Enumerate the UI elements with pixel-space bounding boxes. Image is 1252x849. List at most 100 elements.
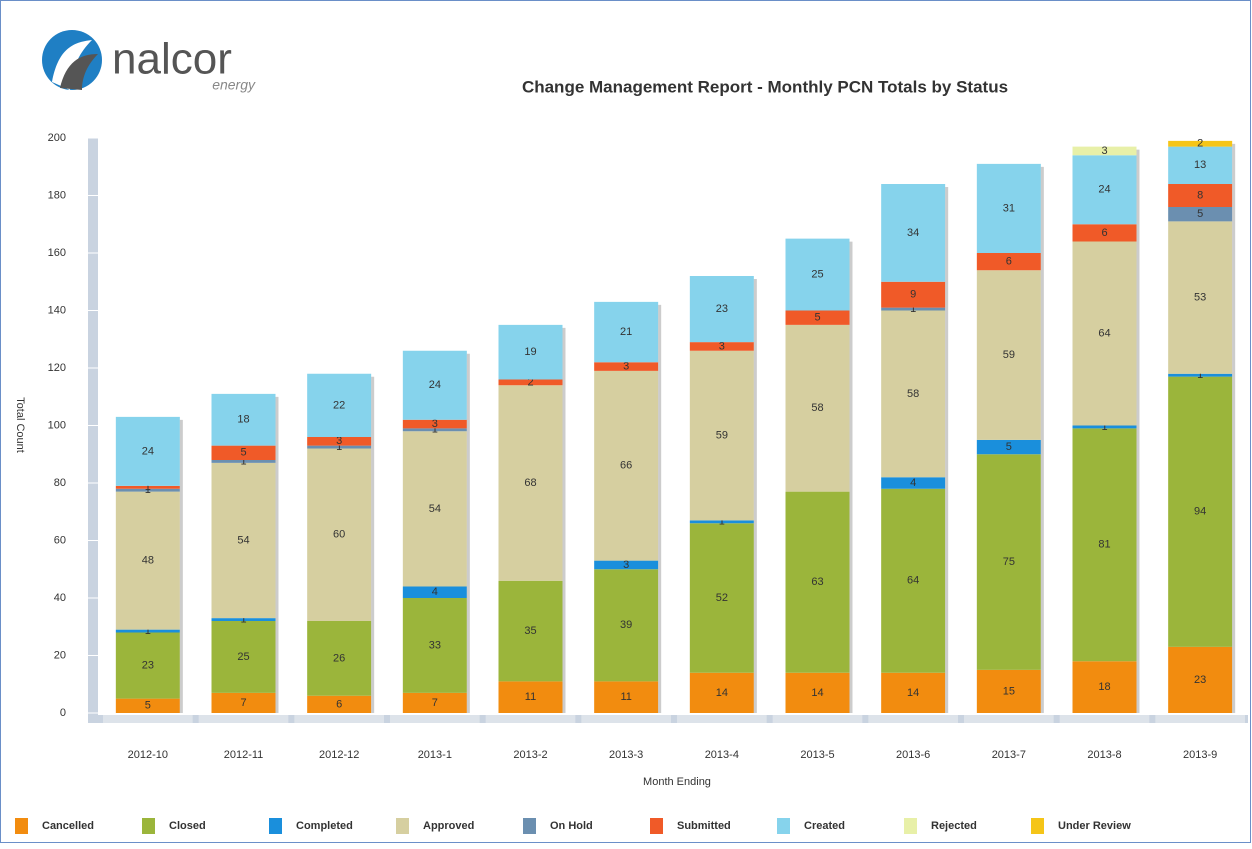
legend-label: Cancelled	[42, 820, 94, 832]
data-label: 33	[429, 639, 441, 651]
bar-segment	[785, 324, 850, 492]
bar-segment	[881, 310, 946, 478]
x-tick-label: 2013-4	[705, 749, 739, 761]
y-tick-label: 100	[48, 419, 66, 431]
data-label: 39	[620, 619, 632, 631]
logo-tagline: energy	[212, 77, 256, 93]
bar-segment	[402, 431, 467, 587]
bar-segment	[115, 485, 180, 489]
legend-swatch	[904, 818, 917, 834]
bar-segment	[881, 477, 946, 489]
bar-segment	[881, 672, 946, 713]
x-tick-label: 2012-12	[319, 749, 359, 761]
y-tick-label: 40	[54, 592, 66, 604]
data-label: 94	[1194, 506, 1206, 518]
bar-segment	[594, 370, 659, 561]
data-label: 58	[907, 388, 919, 400]
x-tick-label: 2013-1	[418, 749, 452, 761]
data-label: 26	[333, 652, 345, 664]
bar-segment	[594, 301, 659, 363]
bar-segment	[498, 379, 563, 386]
data-label: 60	[333, 529, 345, 541]
bar-segment	[976, 439, 1041, 455]
bar-shadow	[562, 327, 566, 713]
bar-shadow	[466, 353, 470, 713]
data-label: 14	[716, 687, 728, 699]
bar-shadow	[945, 187, 949, 713]
x-tick-label: 2012-11	[224, 749, 264, 761]
data-label: 1	[910, 303, 916, 315]
data-label: 25	[237, 651, 249, 663]
bar-segment	[1072, 146, 1137, 156]
bar-segment	[307, 445, 372, 449]
bar-segment	[211, 393, 276, 446]
data-label: 6	[336, 698, 342, 710]
bar-segment	[402, 586, 467, 598]
data-label: 31	[1003, 202, 1015, 214]
bar-segment	[881, 281, 946, 308]
data-label: 53	[1194, 291, 1206, 303]
bar-segment	[689, 523, 754, 673]
data-label: 24	[142, 445, 154, 457]
data-label: 15	[1003, 685, 1015, 697]
y-tick-label: 160	[48, 247, 66, 259]
legend-label: Closed	[169, 820, 206, 832]
data-label: 11	[525, 691, 536, 703]
data-label: 7	[432, 697, 438, 709]
bar-segment	[498, 580, 563, 682]
bar-segment	[1168, 140, 1233, 147]
data-label: 59	[1003, 349, 1015, 361]
data-label: 35	[524, 625, 536, 637]
data-label: 48	[142, 555, 154, 567]
bar-segment	[498, 385, 563, 581]
data-label: 3	[623, 559, 629, 571]
data-label: 54	[429, 503, 441, 515]
bar-segment	[1168, 221, 1233, 374]
bar-segment	[211, 621, 276, 693]
data-label: 1	[145, 481, 151, 493]
bar-segment	[307, 621, 372, 696]
x-tick-label: 2013-9	[1183, 749, 1217, 761]
bar-segment	[115, 488, 180, 492]
y-axis-label: Total Count	[14, 397, 26, 453]
legend-label: Submitted	[677, 820, 731, 832]
data-label: 23	[716, 303, 728, 315]
data-label: 19	[524, 346, 536, 358]
logo-swoosh	[60, 54, 98, 90]
logo: nalcor energy	[42, 30, 256, 93]
x-tick-label: 2013-5	[800, 749, 834, 761]
data-label: 1	[432, 424, 438, 436]
bar-segment	[1072, 661, 1137, 713]
data-label: 3	[719, 340, 725, 352]
data-label: 63	[811, 576, 823, 588]
data-label: 81	[1098, 539, 1110, 551]
category-strip	[390, 715, 480, 723]
data-label: 5	[1197, 208, 1203, 220]
bar-segment	[115, 632, 180, 699]
data-label: 3	[623, 360, 629, 372]
bar-segment	[211, 460, 276, 463]
y-tick-label: 20	[54, 649, 66, 661]
data-label: 4	[432, 586, 438, 598]
bar-segment	[115, 416, 180, 486]
bar-segment	[689, 350, 754, 521]
bar-segment	[307, 373, 372, 437]
bar-shadow	[371, 376, 375, 713]
bar-segment	[689, 276, 754, 343]
bar-segment	[211, 692, 276, 713]
bar-segment	[1168, 376, 1233, 647]
x-tick-label: 2013-6	[896, 749, 930, 761]
bar-segment	[1072, 428, 1137, 662]
data-label: 3	[336, 435, 342, 447]
data-label: 66	[620, 460, 632, 472]
y-tick-label: 200	[48, 132, 66, 144]
x-tick-label: 2013-7	[992, 749, 1026, 761]
bar-segment	[115, 629, 180, 633]
bar-segment	[1168, 146, 1233, 184]
bar-shadow	[179, 419, 183, 713]
data-label: 13	[1194, 159, 1206, 171]
data-label: 14	[907, 687, 919, 699]
category-strip	[1155, 715, 1245, 723]
legend-swatch	[15, 818, 28, 834]
bar-segment	[498, 324, 563, 380]
